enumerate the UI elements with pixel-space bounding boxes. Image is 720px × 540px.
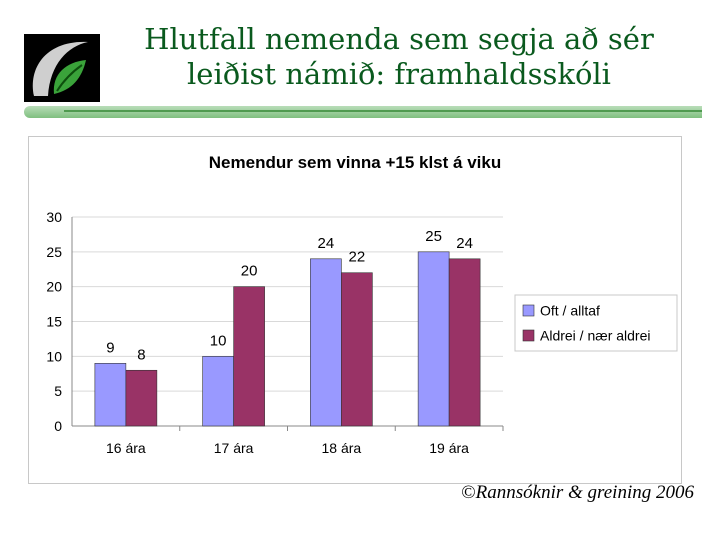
y-tick-label: 0 [54,418,62,434]
bar [448,258,481,427]
chart-frame: Nemendur sem vinna +15 klst á viku 0 5 10 1… [28,136,682,484]
bar-chart: Nemendur sem vinna +15 klst á viku 0 5 10 1… [46,153,678,456]
y-tick-label: 15 [46,314,62,330]
slide-title-line-1: Hlutfall nemenda sem segja að sér [144,22,654,56]
copyright-symbol: © [461,482,476,503]
data-label: 24 [318,235,335,252]
y-tick-label: 10 [46,348,62,364]
bar [233,286,265,427]
slide-title-line-2: leiðist námið: framhaldsskóli [187,57,611,91]
copyright-notice: ©Rannsóknir & greining 2006 [461,482,694,504]
bar [125,369,158,427]
y-tick-label: 30 [46,209,62,225]
copyright-text: Rannsóknir & greining 2006 [475,482,694,503]
bar [417,251,450,427]
title-divider [24,106,702,118]
x-tick-label: 17 ára [214,440,254,456]
legend-label: Oft / alltaf [540,303,600,319]
legend-swatch [522,329,535,342]
leaf-logo-icon [24,34,100,102]
y-tick-label: 20 [46,279,62,295]
slide-title: Hlutfall nemenda sem segja að sér leiðis… [78,22,720,92]
chart-legend: Oft / alltaf Aldrei / nær aldrei [514,294,678,352]
legend-label: Aldrei / nær aldrei [540,328,651,344]
data-label: 10 [210,332,227,349]
bar [94,363,127,427]
data-label: 9 [106,339,114,356]
chart-title: Nemendur sem vinna +15 klst á viku [209,153,501,172]
x-tick-label: 18 ára [322,440,362,456]
data-label: 8 [137,346,145,363]
data-label: 20 [241,263,258,280]
x-tick-label: 19 ára [429,440,469,456]
data-label: 24 [456,235,473,252]
data-label: 22 [349,249,366,266]
bar [202,356,234,427]
data-label: 25 [425,228,442,245]
legend-swatch [522,304,535,317]
legend-box [514,294,678,352]
x-tick-label: 16 ára [106,440,146,456]
bar [310,258,342,427]
y-tick-label: 5 [54,383,62,399]
bar [341,272,373,427]
y-tick-label: 25 [46,244,62,260]
